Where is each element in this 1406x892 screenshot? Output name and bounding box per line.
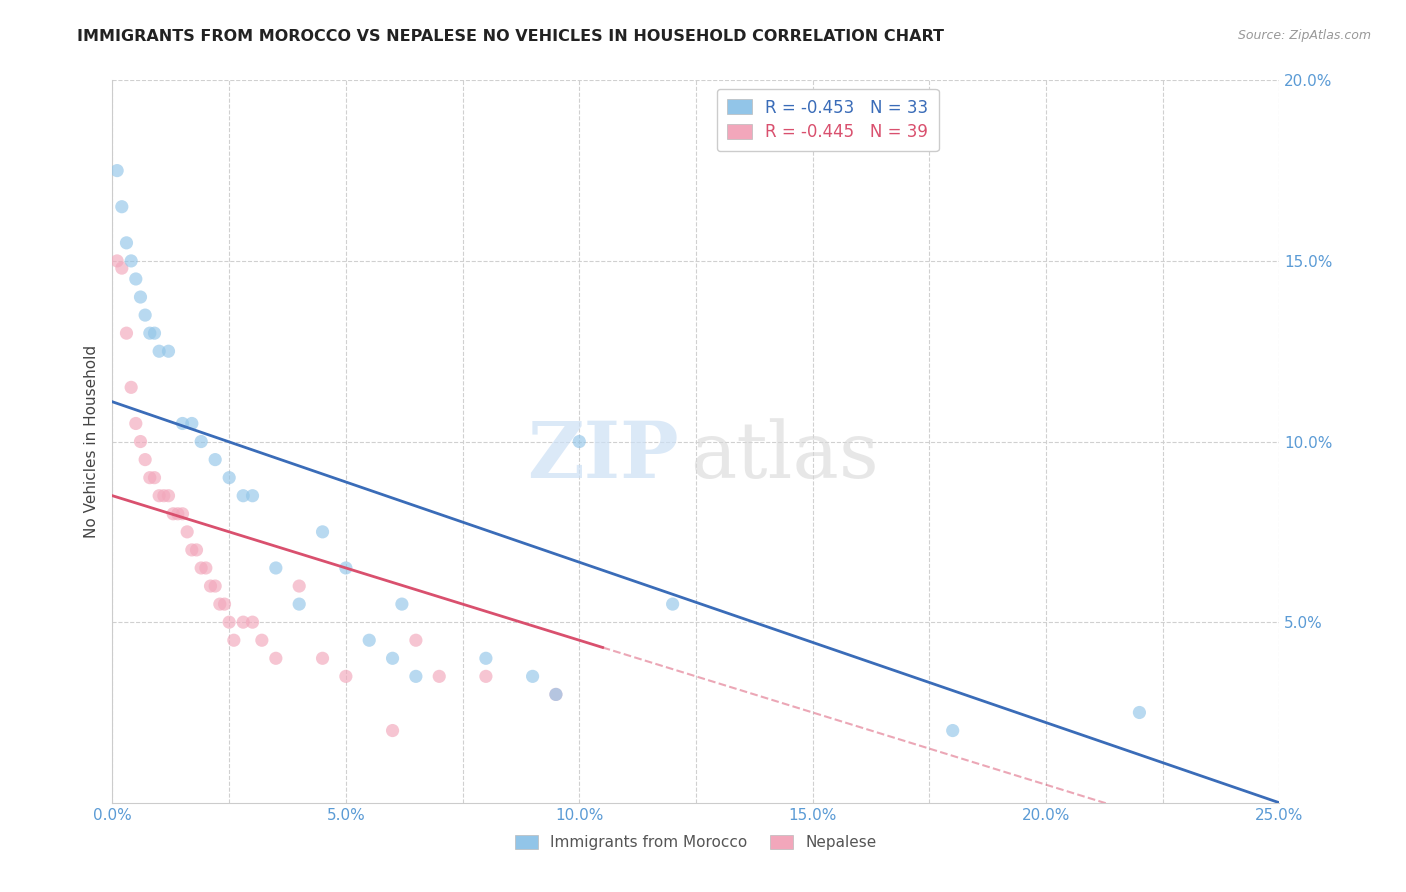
Point [166, 507, 188, 521]
Point [176, 524, 198, 539]
Point [242, 489, 264, 503]
Point [143, 326, 166, 340]
Point [105, 163, 128, 178]
Point [180, 417, 202, 431]
Point [111, 261, 134, 276]
Point [148, 489, 170, 503]
Point [180, 542, 202, 557]
Point [208, 597, 231, 611]
Point [522, 669, 544, 683]
Point [204, 452, 226, 467]
Point [222, 633, 245, 648]
Point [129, 290, 152, 304]
Point [162, 507, 184, 521]
Point [264, 651, 287, 665]
Point [148, 344, 170, 359]
Point [475, 651, 498, 665]
Point [288, 579, 311, 593]
Point [544, 687, 567, 701]
Point [172, 507, 194, 521]
Point [190, 561, 212, 575]
Point [115, 326, 138, 340]
Point [942, 723, 965, 738]
Point [391, 597, 413, 611]
Point [120, 254, 142, 268]
Text: ZIP: ZIP [527, 418, 679, 494]
Point [139, 326, 162, 340]
Text: atlas: atlas [690, 418, 879, 494]
Point [544, 687, 567, 701]
Point [311, 651, 333, 665]
Text: Source: ZipAtlas.com: Source: ZipAtlas.com [1237, 29, 1371, 42]
Point [204, 579, 226, 593]
Point [125, 417, 148, 431]
Point [134, 308, 156, 322]
Point [232, 489, 254, 503]
Point [105, 254, 128, 268]
Point [157, 344, 180, 359]
Point [143, 471, 166, 485]
Point [157, 489, 180, 503]
Point [475, 669, 498, 683]
Point [139, 471, 162, 485]
Point [218, 471, 240, 485]
Point [359, 633, 381, 648]
Legend: Immigrants from Morocco, Nepalese: Immigrants from Morocco, Nepalese [509, 830, 883, 856]
Point [264, 561, 287, 575]
Point [134, 452, 156, 467]
Point [153, 489, 176, 503]
Point [1128, 706, 1150, 720]
Point [218, 615, 240, 630]
Y-axis label: No Vehicles in Household: No Vehicles in Household [84, 345, 100, 538]
Text: IMMIGRANTS FROM MOROCCO VS NEPALESE NO VEHICLES IN HOUSEHOLD CORRELATION CHART: IMMIGRANTS FROM MOROCCO VS NEPALESE NO V… [77, 29, 945, 44]
Point [381, 723, 404, 738]
Point [200, 579, 222, 593]
Point [242, 615, 264, 630]
Point [568, 434, 591, 449]
Point [232, 615, 254, 630]
Point [661, 597, 683, 611]
Point [214, 597, 236, 611]
Point [172, 417, 194, 431]
Point [381, 651, 404, 665]
Point [335, 669, 357, 683]
Point [125, 272, 148, 286]
Point [111, 200, 134, 214]
Point [311, 524, 333, 539]
Point [190, 434, 212, 449]
Point [115, 235, 138, 250]
Point [186, 542, 208, 557]
Point [120, 380, 142, 394]
Point [405, 633, 427, 648]
Point [194, 561, 217, 575]
Point [427, 669, 450, 683]
Point [129, 434, 152, 449]
Point [250, 633, 273, 648]
Point [335, 561, 357, 575]
Point [405, 669, 427, 683]
Point [288, 597, 311, 611]
